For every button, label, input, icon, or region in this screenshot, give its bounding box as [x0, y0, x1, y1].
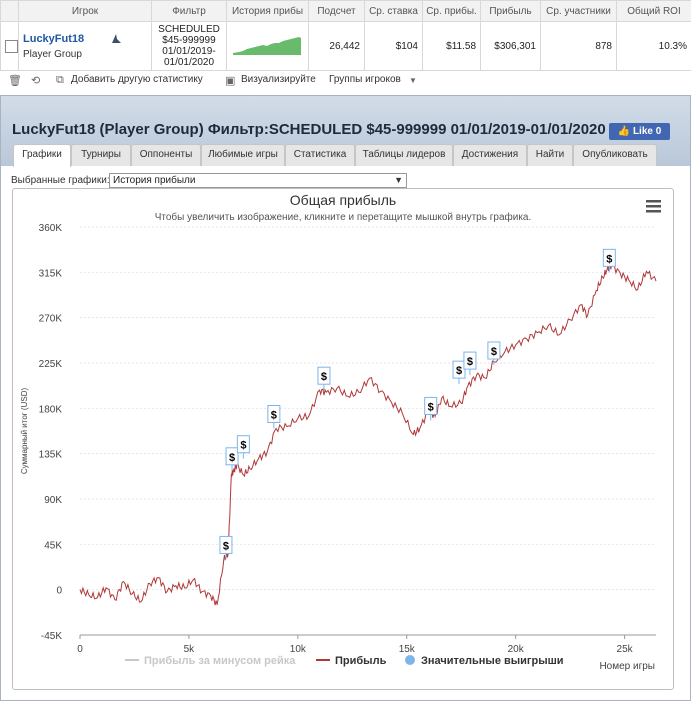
- avg-entrants-cell: 878: [541, 22, 617, 71]
- like-label: Like 0: [633, 126, 661, 137]
- x-tick-label: 0: [77, 644, 83, 655]
- roi-cell: 10.3%: [617, 22, 691, 71]
- avg-stake-cell: $104: [365, 22, 423, 71]
- chevron-down-icon: ▼: [394, 174, 403, 187]
- chart-select[interactable]: История прибыли ▼: [109, 173, 407, 188]
- big-win-marker: $: [229, 452, 235, 464]
- big-win-marker: $: [223, 540, 229, 552]
- tab-favorite-games[interactable]: Любимые игры: [201, 144, 285, 166]
- y-tick-label: 180K: [39, 404, 63, 415]
- col-header-profit[interactable]: Прибыль: [481, 1, 541, 22]
- tab-opponents[interactable]: Оппоненты: [131, 144, 201, 166]
- tab-publish[interactable]: Опубликовать: [573, 144, 657, 166]
- history-sparkline[interactable]: [231, 34, 303, 56]
- big-win-marker: $: [240, 440, 246, 452]
- x-tick-label: 15k: [399, 644, 416, 655]
- table-row: LuckyFut18 Player Group SCHEDULED $45-99…: [1, 22, 691, 71]
- menu-icon[interactable]: [646, 200, 661, 213]
- legend-item-rake[interactable]: Прибыль за минусом рейка: [144, 655, 296, 667]
- big-win-marker: $: [321, 371, 327, 383]
- chart-subtitle: Чтобы увеличить изображение, кликните и …: [155, 211, 532, 223]
- y-tick-label: 90K: [44, 495, 62, 506]
- x-axis-label: Номер игры: [599, 661, 655, 672]
- y-tick-label: 0: [56, 586, 62, 597]
- caret-down-icon[interactable]: ▼: [409, 76, 417, 85]
- col-header-avg-profit[interactable]: Ср. прибы.: [423, 1, 481, 22]
- trash-icon[interactable]: 🗑: [8, 74, 22, 87]
- legend-item-profit[interactable]: Прибыль: [335, 655, 387, 667]
- panel-title: LuckyFut18 (Player Group) Фильтр:SCHEDUL…: [12, 121, 606, 138]
- player-cell: LuckyFut18 Player Group: [19, 22, 152, 71]
- legend-item-big-wins[interactable]: Значительные выигрыши: [421, 655, 564, 667]
- history-sparkline-cell: [227, 22, 309, 71]
- facebook-like-button[interactable]: 👍 Like 0: [609, 123, 670, 140]
- selected-charts-label: Выбранные графики:: [11, 175, 110, 186]
- panel-header: LuckyFut18 (Player Group) Фильтр:SCHEDUL…: [1, 96, 690, 166]
- stats-header-row: Игрок Фильтр История прибы Подсчет Ср. с…: [1, 1, 691, 22]
- chart-title: Общая прибыль: [290, 192, 396, 208]
- col-header-player[interactable]: Игрок: [19, 1, 152, 22]
- refresh-icon[interactable]: ⟲: [31, 74, 40, 87]
- x-tick-label: 25k: [617, 644, 634, 655]
- count-cell: 26,442: [309, 22, 365, 71]
- add-stats-link[interactable]: Добавить другую статистику: [71, 74, 203, 85]
- results-panel: LuckyFut18 (Player Group) Фильтр:SCHEDUL…: [0, 95, 691, 701]
- row-checkbox[interactable]: [5, 40, 18, 53]
- big-win-marker: $: [491, 346, 497, 358]
- table-toolbar: 🗑 ⟲ ⧉ Добавить другую статистику ▣ Визуа…: [0, 70, 691, 90]
- filter-line: $45-999999: [156, 35, 222, 46]
- stats-table: Игрок Фильтр История прибы Подсчет Ср. с…: [0, 0, 691, 71]
- tab-achievements[interactable]: Достижения: [453, 144, 527, 166]
- y-tick-label: 315K: [39, 268, 63, 279]
- y-tick-label: 45K: [44, 540, 62, 551]
- image-icon: ▣: [225, 74, 235, 87]
- y-tick-label: 225K: [39, 359, 63, 370]
- y-axis-label: Суммарный итог (USD): [20, 388, 29, 475]
- player-name-link[interactable]: LuckyFut18: [23, 33, 84, 45]
- legend-big-wins-swatch: [405, 655, 415, 665]
- tab-search[interactable]: Найти: [527, 144, 573, 166]
- col-header-avg-entrants[interactable]: Ср. участники: [541, 1, 617, 22]
- profit-chart[interactable]: Общая прибыль Чтобы увеличить изображение…: [13, 189, 673, 689]
- x-tick-label: 20k: [508, 644, 525, 655]
- big-win-marker: $: [428, 401, 434, 413]
- y-tick-label: 135K: [39, 450, 63, 461]
- tab-tournaments[interactable]: Турниры: [71, 144, 131, 166]
- tab-charts[interactable]: Графики: [13, 144, 71, 167]
- col-header-avg-stake[interactable]: Ср. ставка: [365, 1, 423, 22]
- x-tick-label: 10k: [290, 644, 307, 655]
- chart-container: Общая прибыль Чтобы увеличить изображение…: [12, 188, 674, 690]
- tab-statistics[interactable]: Статистика: [285, 144, 355, 166]
- y-tick-label: 270K: [39, 314, 63, 325]
- col-header-roi[interactable]: Общий ROI: [617, 1, 691, 22]
- visualize-link[interactable]: Визуализируйте: [241, 74, 316, 85]
- big-win-marker: $: [606, 253, 612, 265]
- x-tick-label: 5k: [184, 644, 196, 655]
- player-group-label: Player Group: [23, 49, 147, 60]
- thumbs-up-icon: 👍: [618, 126, 630, 137]
- player-groups-dropdown[interactable]: Группы игроков: [329, 74, 401, 85]
- profit-cell: $306,301: [481, 22, 541, 71]
- shark-icon: [111, 33, 122, 44]
- col-header-filter[interactable]: Фильтр: [152, 1, 227, 22]
- col-header-history[interactable]: История прибы: [227, 1, 309, 22]
- external-link-icon: ⧉: [56, 74, 64, 87]
- avg-profit-cell: $11.58: [423, 22, 481, 71]
- chart-select-value: История прибыли: [113, 175, 195, 186]
- y-tick-label: 360K: [39, 223, 63, 234]
- filter-cell: SCHEDULED $45-999999 01/01/2019- 01/01/2…: [152, 22, 227, 71]
- filter-line: 01/01/2020: [156, 57, 222, 68]
- tab-leaderboards[interactable]: Таблицы лидеров: [355, 144, 453, 166]
- y-tick-label: -45K: [41, 631, 62, 642]
- profit-series-line: [80, 264, 656, 605]
- col-header-count[interactable]: Подсчет: [309, 1, 365, 22]
- big-win-marker: $: [467, 356, 473, 368]
- select-col-header: [1, 1, 19, 22]
- big-win-marker: $: [456, 365, 462, 377]
- big-win-marker: $: [271, 409, 277, 421]
- filter-line: 01/01/2019-: [156, 46, 222, 57]
- row-select-cell: [1, 22, 19, 71]
- filter-line: SCHEDULED: [156, 24, 222, 35]
